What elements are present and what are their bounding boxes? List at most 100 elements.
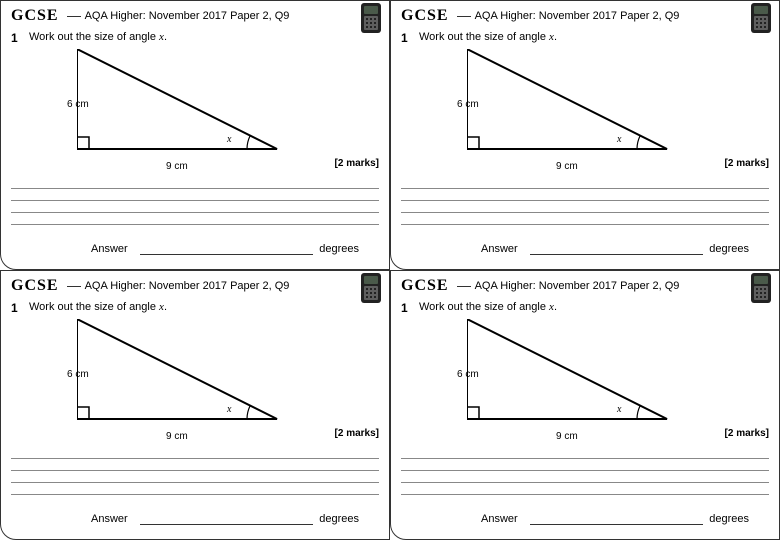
question-line: 1 Work out the size of angle x. bbox=[401, 31, 769, 45]
card-header: GCSE AQA Higher: November 2017 Paper 2, … bbox=[11, 7, 379, 25]
answer-label: Answer bbox=[91, 513, 128, 525]
question-number: 1 bbox=[11, 301, 29, 315]
answer-label: Answer bbox=[481, 243, 518, 255]
question-prefix: Work out the size of angle bbox=[29, 31, 159, 43]
writing-line bbox=[11, 189, 379, 201]
angle-label: x bbox=[617, 404, 621, 415]
writing-line bbox=[11, 201, 379, 213]
side-a-label: 6 cm bbox=[457, 369, 479, 380]
card-header: GCSE AQA Higher: November 2017 Paper 2, … bbox=[401, 277, 769, 295]
writing-line bbox=[401, 471, 769, 483]
triangle-diagram bbox=[467, 319, 677, 429]
header-dash bbox=[457, 16, 471, 17]
right-angle-box bbox=[77, 407, 89, 419]
right-angle-box bbox=[467, 407, 479, 419]
right-angle-box bbox=[467, 137, 479, 149]
answer-row: Answer degrees bbox=[401, 243, 769, 255]
question-prefix: Work out the size of angle bbox=[29, 301, 159, 313]
answer-blank bbox=[530, 513, 704, 525]
question-suffix: . bbox=[164, 301, 167, 313]
calculator-icon bbox=[361, 273, 381, 303]
gcse-badge: GCSE bbox=[11, 277, 59, 295]
marks-label: [2 marks] bbox=[725, 158, 769, 169]
triangle-diagram bbox=[467, 49, 677, 159]
figure: 6 cm 9 cm x [2 marks] bbox=[401, 49, 769, 171]
worksheet-card: GCSE AQA Higher: November 2017 Paper 2, … bbox=[390, 270, 780, 540]
writing-lines bbox=[401, 447, 769, 495]
side-a-label: 6 cm bbox=[67, 99, 89, 110]
triangle-shape bbox=[467, 319, 667, 419]
question-number: 1 bbox=[401, 31, 419, 45]
card-header: GCSE AQA Higher: November 2017 Paper 2, … bbox=[11, 277, 379, 295]
marks-label: [2 marks] bbox=[335, 158, 379, 169]
answer-unit: degrees bbox=[319, 513, 359, 525]
question-prefix: Work out the size of angle bbox=[419, 31, 549, 43]
question-line: 1 Work out the size of angle x. bbox=[401, 301, 769, 315]
writing-line bbox=[401, 177, 769, 189]
figure: 6 cm 9 cm x [2 marks] bbox=[401, 319, 769, 441]
triangle-diagram bbox=[77, 49, 287, 159]
question-text: Work out the size of angle x. bbox=[419, 31, 557, 45]
side-b-label: 9 cm bbox=[166, 161, 188, 172]
figure: 6 cm 9 cm x [2 marks] bbox=[11, 319, 379, 441]
header-dash bbox=[457, 286, 471, 287]
writing-line bbox=[401, 189, 769, 201]
gcse-badge: GCSE bbox=[401, 7, 449, 25]
question-line: 1 Work out the size of angle x. bbox=[11, 301, 379, 315]
figure: 6 cm 9 cm x [2 marks] bbox=[11, 49, 379, 171]
writing-line bbox=[11, 177, 379, 189]
question-suffix: . bbox=[554, 31, 557, 43]
writing-line bbox=[11, 471, 379, 483]
writing-line bbox=[401, 483, 769, 495]
question-text: Work out the size of angle x. bbox=[29, 301, 167, 315]
writing-lines bbox=[11, 177, 379, 225]
side-b-label: 9 cm bbox=[166, 431, 188, 442]
header-dash bbox=[67, 16, 81, 17]
triangle-shape bbox=[467, 49, 667, 149]
answer-blank bbox=[140, 243, 314, 255]
writing-line bbox=[401, 447, 769, 459]
writing-lines bbox=[11, 447, 379, 495]
side-b-label: 9 cm bbox=[556, 161, 578, 172]
answer-unit: degrees bbox=[709, 243, 749, 255]
angle-label: x bbox=[227, 404, 231, 415]
angle-arc bbox=[247, 136, 250, 149]
gcse-badge: GCSE bbox=[401, 277, 449, 295]
calculator-icon bbox=[751, 3, 771, 33]
paper-title: AQA Higher: November 2017 Paper 2, Q9 bbox=[475, 10, 680, 22]
answer-label: Answer bbox=[481, 513, 518, 525]
side-a-label: 6 cm bbox=[67, 369, 89, 380]
calculator-icon bbox=[361, 3, 381, 33]
question-prefix: Work out the size of angle bbox=[419, 301, 549, 313]
answer-unit: degrees bbox=[319, 243, 359, 255]
gcse-badge: GCSE bbox=[11, 7, 59, 25]
question-line: 1 Work out the size of angle x. bbox=[11, 31, 379, 45]
right-angle-box bbox=[77, 137, 89, 149]
marks-label: [2 marks] bbox=[725, 428, 769, 439]
angle-label: x bbox=[227, 134, 231, 145]
answer-label: Answer bbox=[91, 243, 128, 255]
writing-line bbox=[11, 447, 379, 459]
answer-row: Answer degrees bbox=[11, 243, 379, 255]
worksheet-card: GCSE AQA Higher: November 2017 Paper 2, … bbox=[390, 0, 780, 270]
paper-title: AQA Higher: November 2017 Paper 2, Q9 bbox=[475, 280, 680, 292]
answer-blank bbox=[530, 243, 704, 255]
answer-row: Answer degrees bbox=[401, 513, 769, 525]
writing-line bbox=[401, 459, 769, 471]
triangle-diagram bbox=[77, 319, 287, 429]
paper-title: AQA Higher: November 2017 Paper 2, Q9 bbox=[85, 280, 290, 292]
card-header: GCSE AQA Higher: November 2017 Paper 2, … bbox=[401, 7, 769, 25]
question-text: Work out the size of angle x. bbox=[419, 301, 557, 315]
triangle-shape bbox=[77, 319, 277, 419]
angle-arc bbox=[247, 406, 250, 419]
question-suffix: . bbox=[164, 31, 167, 43]
writing-line bbox=[11, 213, 379, 225]
question-number: 1 bbox=[11, 31, 29, 45]
header-dash bbox=[67, 286, 81, 287]
angle-arc bbox=[637, 136, 640, 149]
writing-lines bbox=[401, 177, 769, 225]
question-suffix: . bbox=[554, 301, 557, 313]
worksheet-card: GCSE AQA Higher: November 2017 Paper 2, … bbox=[0, 270, 390, 540]
writing-line bbox=[401, 213, 769, 225]
answer-unit: degrees bbox=[709, 513, 749, 525]
